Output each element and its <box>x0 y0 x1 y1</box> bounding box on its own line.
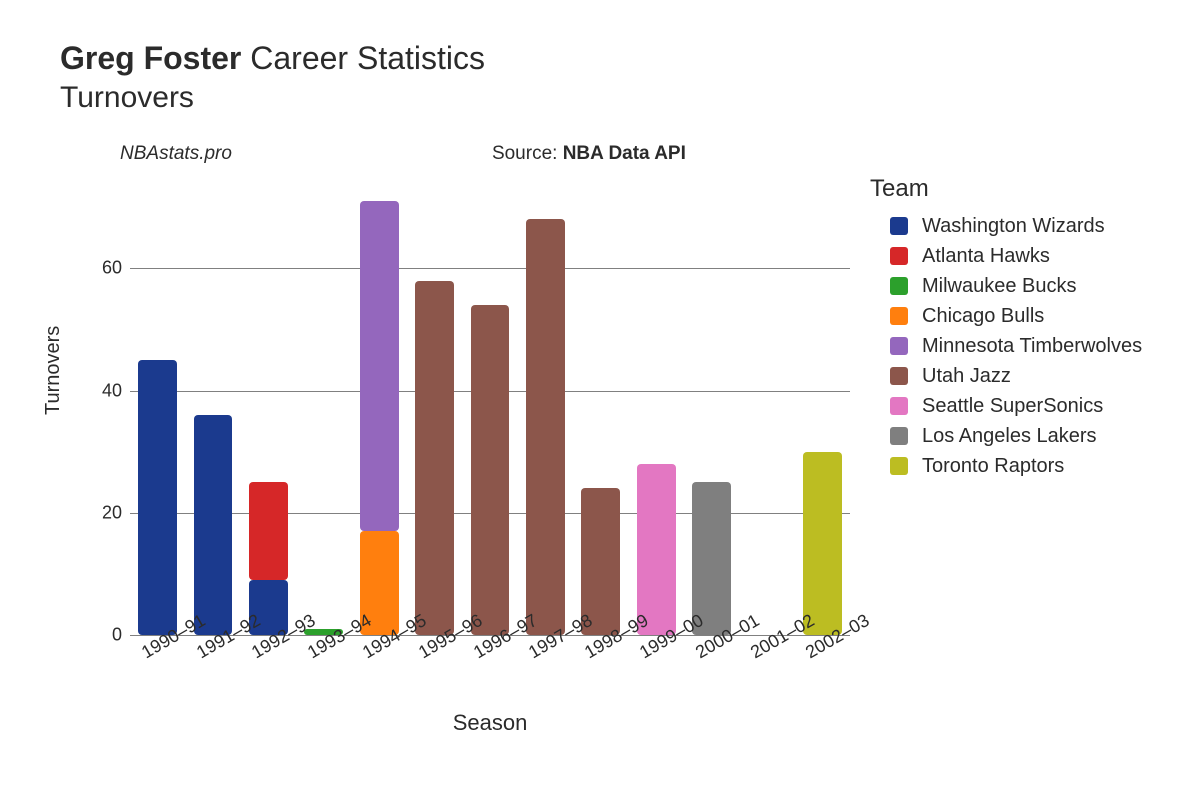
bar-column <box>415 195 454 635</box>
page-subtitle: Turnovers <box>60 81 1150 115</box>
legend-item: Milwaukee Bucks <box>870 271 1160 301</box>
legend-item: Chicago Bulls <box>870 301 1160 331</box>
legend-swatch <box>890 397 908 415</box>
legend: Team Washington Wizards Atlanta Hawks Milw… <box>870 175 1160 481</box>
legend-label: Milwaukee Bucks <box>922 275 1077 298</box>
meta-row: NBAstats.pro Source: NBA Data API <box>60 143 1150 165</box>
bar-column <box>526 195 565 635</box>
bar-segment <box>194 415 233 635</box>
legend-swatch <box>890 307 908 325</box>
legend-label: Seattle SuperSonics <box>922 395 1103 418</box>
plot-area: 0204060 <box>130 195 850 635</box>
source-prefix: Source: <box>492 143 563 164</box>
bar-segment <box>415 281 454 635</box>
legend-swatch <box>890 277 908 295</box>
legend-swatch <box>890 337 908 355</box>
legend-item: Atlanta Hawks <box>870 241 1160 271</box>
bar-column <box>692 195 731 635</box>
bar-segment <box>526 219 565 635</box>
bar-segment <box>637 464 676 635</box>
source-name: NBA Data API <box>563 143 686 164</box>
bar-column <box>249 195 288 635</box>
legend-item: Toronto Raptors <box>870 451 1160 481</box>
bar-segment <box>249 482 288 580</box>
legend-label: Utah Jazz <box>922 365 1011 388</box>
legend-item: Los Angeles Lakers <box>870 421 1160 451</box>
legend-item: Utah Jazz <box>870 361 1160 391</box>
bar-segment <box>138 360 177 635</box>
y-tick-label: 0 <box>90 625 122 646</box>
legend-label: Atlanta Hawks <box>922 245 1050 268</box>
bar-segment <box>471 305 510 635</box>
legend-title: Team <box>870 175 1160 203</box>
legend-swatch <box>890 427 908 445</box>
bar-column <box>637 195 676 635</box>
bar-column <box>304 195 343 635</box>
chart-container: Greg Foster Career Statistics Turnovers … <box>0 0 1200 800</box>
legend-label: Minnesota Timberwolves <box>922 335 1142 358</box>
bar-column <box>138 195 177 635</box>
site-credit: NBAstats.pro <box>120 143 232 165</box>
bar-segment <box>803 452 842 635</box>
legend-item: Minnesota Timberwolves <box>870 331 1160 361</box>
legend-item: Seattle SuperSonics <box>870 391 1160 421</box>
bar-column <box>803 195 842 635</box>
legend-label: Chicago Bulls <box>922 305 1044 328</box>
x-axis-label: Season <box>130 710 850 736</box>
legend-label: Los Angeles Lakers <box>922 425 1097 448</box>
bar-column <box>748 195 787 635</box>
title-rest: Career Statistics <box>250 40 485 76</box>
legend-swatch <box>890 247 908 265</box>
title-player: Greg Foster <box>60 40 241 76</box>
y-tick-label: 20 <box>90 502 122 523</box>
bar-column <box>194 195 233 635</box>
y-tick-label: 60 <box>90 258 122 279</box>
legend-item: Washington Wizards <box>870 211 1160 241</box>
x-tick-area: 1990–911991–921992–931993–941994–951995–… <box>130 639 850 699</box>
legend-swatch <box>890 367 908 385</box>
y-tick-label: 40 <box>90 380 122 401</box>
bar-column <box>581 195 620 635</box>
bar-column <box>471 195 510 635</box>
bar-column <box>360 195 399 635</box>
chart-zone: Turnovers 0204060 1990–911991–921992–931… <box>60 175 1150 735</box>
legend-swatch <box>890 457 908 475</box>
y-axis-label: Turnovers <box>42 326 65 415</box>
page-title: Greg Foster Career Statistics <box>60 40 1150 77</box>
legend-label: Toronto Raptors <box>922 455 1064 478</box>
legend-label: Washington Wizards <box>922 215 1105 238</box>
bar-segment <box>360 201 399 531</box>
legend-swatch <box>890 217 908 235</box>
source-credit: Source: NBA Data API <box>492 143 686 165</box>
